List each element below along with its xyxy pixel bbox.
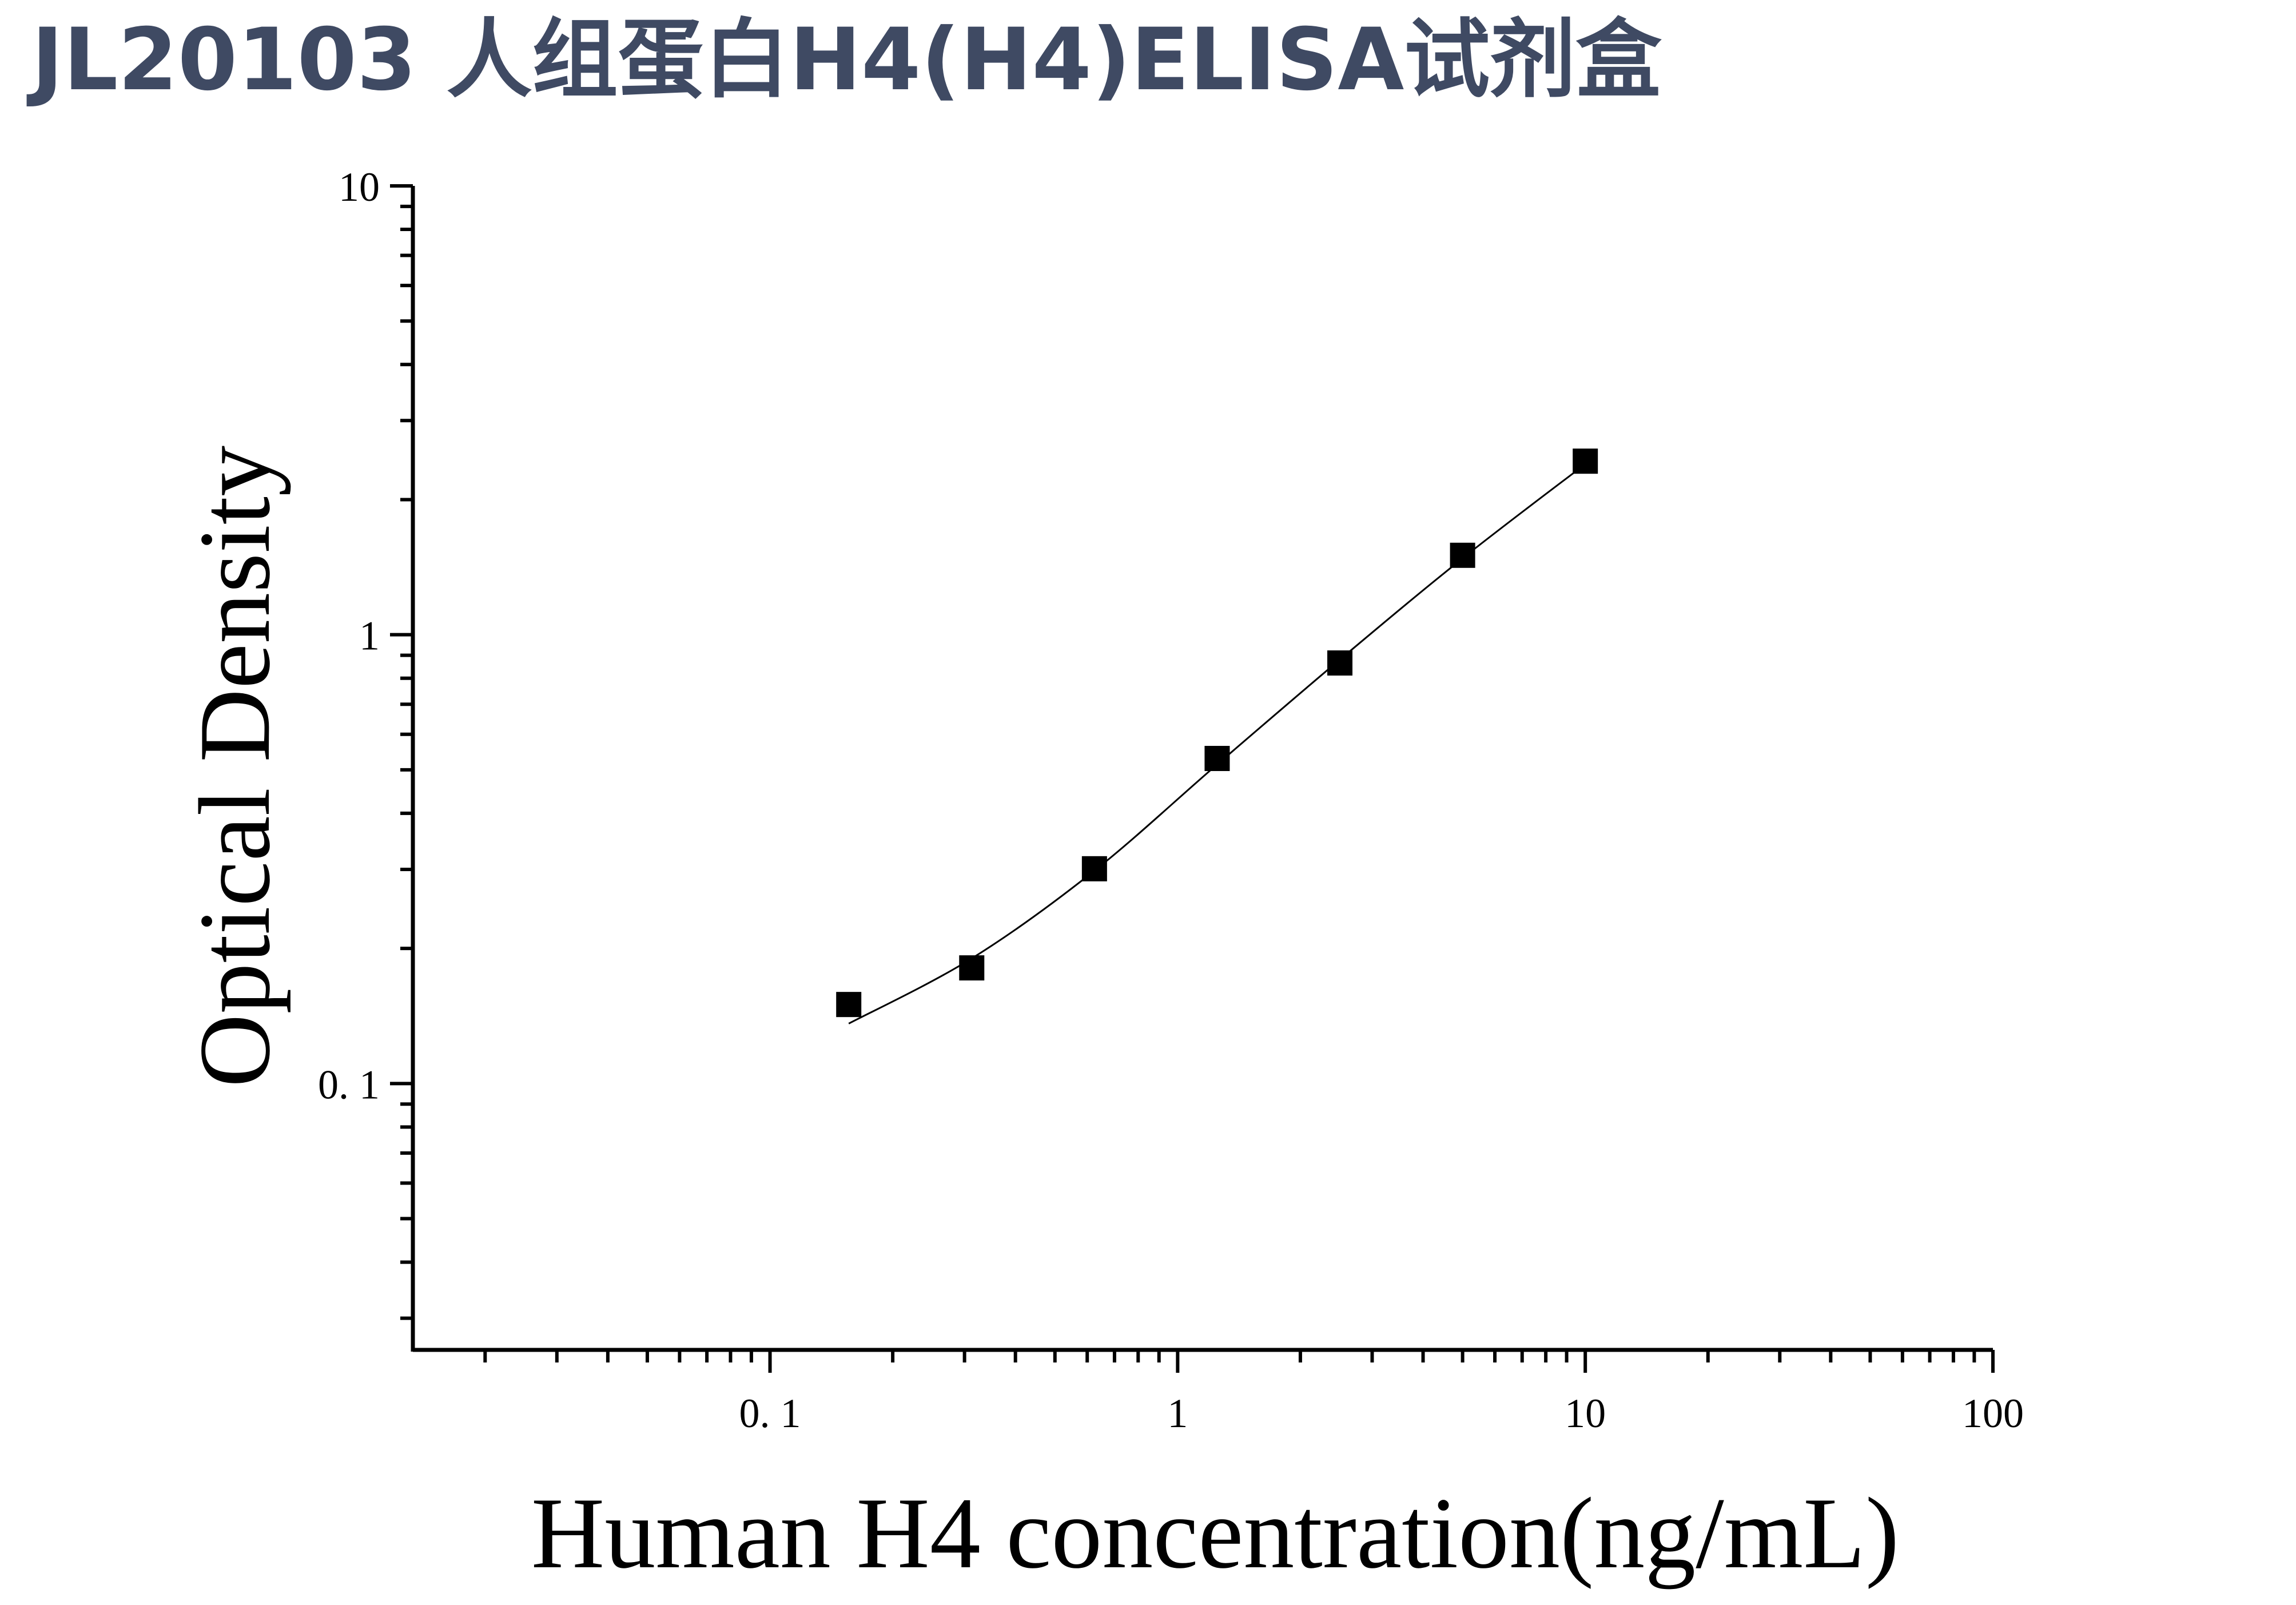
axes (411, 186, 1993, 1352)
data-point (1081, 856, 1107, 881)
y-tick-label: 10 (339, 164, 380, 210)
data-point (1327, 650, 1353, 676)
tick-labels: 0. 1 1 10 100 0. 1 1 10 (318, 164, 2024, 1436)
x-tick-label: 100 (1962, 1391, 2024, 1436)
x-tick-label: 1 (1167, 1391, 1188, 1436)
x-tick-label: 0. 1 (739, 1391, 801, 1436)
data-point (836, 992, 862, 1018)
data-point (1204, 746, 1230, 772)
x-axis-label: Human H4 concentration(ng/mL) (531, 1476, 1899, 1590)
data-point (959, 955, 985, 981)
data-point (1573, 448, 1598, 474)
y-tick-label: 0. 1 (318, 1062, 380, 1107)
chart-title: JL20103 人组蛋白H4(H4)ELISA试剂盒 (31, 10, 1662, 110)
data-point (1450, 542, 1475, 568)
ticks (390, 184, 1995, 1373)
data-points (836, 448, 1598, 1018)
y-axis-label: Optical Density (178, 446, 291, 1087)
y-tick-label: 1 (359, 613, 380, 659)
x-tick-label: 10 (1565, 1391, 1606, 1436)
